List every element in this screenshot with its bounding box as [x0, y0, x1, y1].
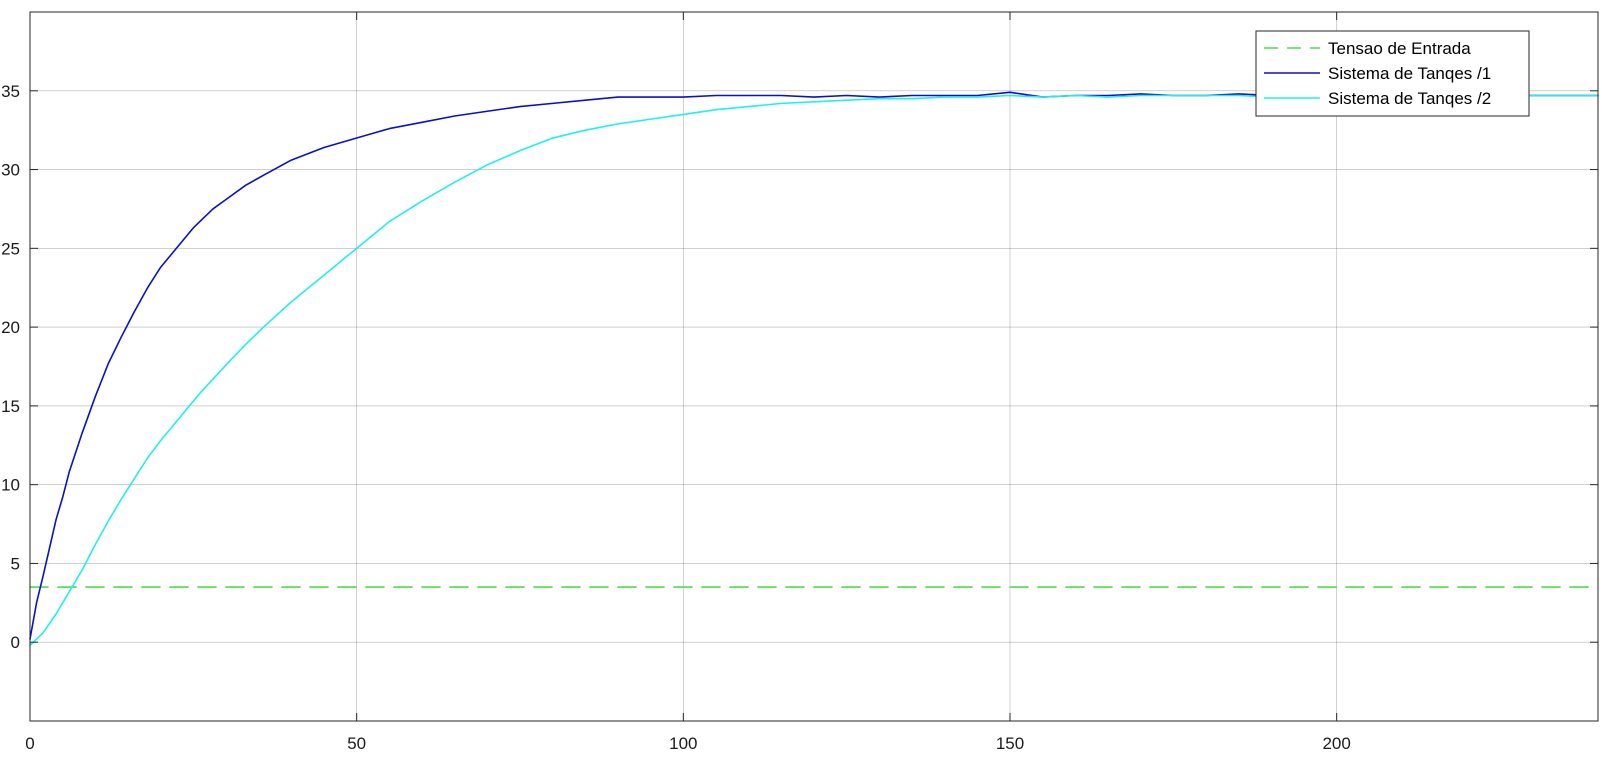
plot-frame [29, 11, 1599, 722]
y-tick-label: 5 [11, 554, 20, 573]
x-tick-label: 0 [25, 734, 34, 753]
y-tick-label: 15 [1, 397, 20, 416]
plot-area [30, 12, 1598, 721]
x-tick-label: 200 [1322, 734, 1350, 753]
y-tick-label: 0 [11, 633, 20, 652]
axis-ticks: 0 50 100 150 200 0 5 10 15 20 25 30 35 [1, 12, 1598, 753]
x-tick-label: 150 [996, 734, 1024, 753]
x-tick-label: 50 [347, 734, 366, 753]
y-tick-label: 25 [1, 239, 20, 258]
legend-label-2: Sistema de Tanqes /1 [1328, 64, 1491, 83]
x-tick-label: 100 [669, 734, 697, 753]
legend-label-1: Tensao de Entrada [1328, 39, 1471, 58]
legend: Tensao de Entrada Sistema de Tanqes /1 Sis… [1255, 30, 1530, 117]
y-tick-label: 20 [1, 318, 20, 337]
y-tick-label: 30 [1, 161, 20, 180]
grid-lines [30, 12, 1598, 721]
y-tick-label: 35 [1, 82, 20, 101]
legend-label-3: Sistema de Tanqes /2 [1328, 89, 1491, 108]
y-tick-label: 10 [1, 476, 20, 495]
